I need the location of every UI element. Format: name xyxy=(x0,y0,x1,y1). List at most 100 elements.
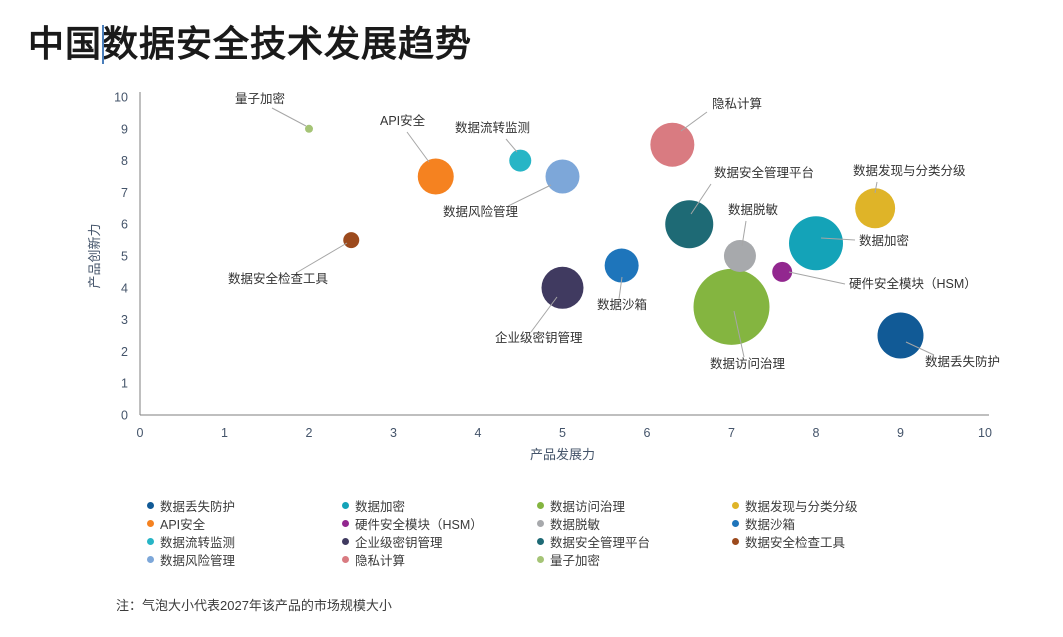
legend-label: 数据风险管理 xyxy=(160,553,236,568)
legend-label: 数据访问治理 xyxy=(550,499,626,514)
bubble-api-security xyxy=(417,158,454,195)
chart-legend: 数据丢失防护 数据加密 数据访问治理 数据发现与分类分级 API安全 硬件安全模块（HSM… xyxy=(147,496,927,568)
legend-label: 数据发现与分类分级 xyxy=(745,499,858,514)
legend-swatch-privacy-computing xyxy=(342,555,349,563)
y-axis-tick-label: 2 xyxy=(121,345,128,359)
bubble-label-data-encryption: 数据加密 xyxy=(859,233,909,248)
bubble-label-data-risk-management: 数据风险管理 xyxy=(443,204,519,219)
legend-swatch-data-security-inspection-tool xyxy=(732,537,739,545)
bubble-data-loss-prevention xyxy=(877,312,924,359)
leader-line-data-masking xyxy=(741,220,747,247)
legend-item-data-security-inspection-tool: 数据安全检查工具 xyxy=(732,532,927,551)
y-axis-title: 产品创新力 xyxy=(87,223,102,288)
x-axis-title: 产品发展力 xyxy=(530,447,595,462)
legend-label: 硬件安全模块（HSM） xyxy=(355,517,483,532)
y-axis-tick-label: 9 xyxy=(121,122,128,136)
chart-footnote: 注：气泡大小代表2027年该产品的市场规模大小 xyxy=(116,598,392,613)
legend-label: 企业级密钥管理 xyxy=(355,535,443,550)
legend-item-data-flow-monitoring: 数据流转监测 xyxy=(147,532,342,551)
legend-label: 数据丢失防护 xyxy=(160,499,236,514)
x-axis-tick-label: 9 xyxy=(897,426,904,440)
leader-line-api-security xyxy=(406,131,430,163)
legend-item-data-discovery-classification: 数据发现与分类分级 xyxy=(732,496,927,515)
legend-swatch-data-sandbox xyxy=(732,519,739,527)
leader-line-data-risk-management xyxy=(507,184,552,207)
legend-swatch-data-loss-prevention xyxy=(147,501,154,509)
legend-item-data-access-governance: 数据访问治理 xyxy=(537,496,732,515)
legend-item-data-security-management-platform: 数据安全管理平台 xyxy=(537,532,732,551)
bubble-data-risk-management xyxy=(545,159,580,194)
bubble-data-encryption xyxy=(789,216,843,271)
legend-item-data-sandbox: 数据沙箱 xyxy=(732,514,927,533)
bubble-data-sandbox xyxy=(604,248,639,283)
bubble-label-data-discovery-classification: 数据发现与分类分级 xyxy=(853,163,966,178)
y-axis-tick-label: 8 xyxy=(121,154,128,168)
y-axis-tick-label: 1 xyxy=(121,377,128,391)
x-axis-tick-label: 3 xyxy=(390,426,397,440)
x-axis-tick-label: 2 xyxy=(306,426,313,440)
y-axis-tick-label: 6 xyxy=(121,218,128,232)
x-axis-tick-label: 10 xyxy=(978,426,992,440)
bubble-label-api-security: API安全 xyxy=(380,113,426,128)
leader-line-quantum-encryption xyxy=(271,107,307,127)
legend-item-data-loss-prevention: 数据丢失防护 xyxy=(147,496,342,515)
legend-label: API安全 xyxy=(160,517,206,532)
legend-item-hsm: 硬件安全模块（HSM） xyxy=(342,514,537,533)
leader-line-enterprise-key-management xyxy=(530,296,558,333)
leader-line-data-discovery-classification xyxy=(874,181,878,194)
bubble-label-data-sandbox: 数据沙箱 xyxy=(597,297,647,312)
legend-swatch-enterprise-key-management xyxy=(342,537,349,545)
x-axis-tick-label: 5 xyxy=(559,426,566,440)
bubble-label-data-flow-monitoring: 数据流转监测 xyxy=(455,120,530,135)
bubble-quantum-encryption xyxy=(305,124,313,133)
legend-item-quantum-encryption: 量子加密 xyxy=(537,550,732,569)
bubble-label-data-security-inspection-tool: 数据安全检查工具 xyxy=(228,271,329,286)
leader-line-data-encryption xyxy=(820,237,856,241)
y-axis-tick-label: 10 xyxy=(114,91,128,105)
legend-item-enterprise-key-management: 企业级密钥管理 xyxy=(342,532,537,551)
y-axis-tick-label: 4 xyxy=(121,281,128,295)
bubble-privacy-computing xyxy=(650,122,695,167)
legend-label: 数据安全管理平台 xyxy=(550,535,651,550)
legend-label: 数据沙箱 xyxy=(745,517,796,532)
text-cursor xyxy=(102,25,104,64)
bubble-data-masking xyxy=(723,240,756,272)
leader-line-data-security-management-platform xyxy=(690,183,712,215)
x-axis-tick-label: 7 xyxy=(728,426,735,440)
bubble-label-enterprise-key-management: 企业级密钥管理 xyxy=(495,330,583,345)
bubble-label-data-security-management-platform: 数据安全管理平台 xyxy=(714,165,814,180)
bubble-data-discovery-classification xyxy=(855,188,896,229)
y-axis-tick-label: 0 xyxy=(121,409,128,423)
bubble-data-flow-monitoring xyxy=(509,149,532,172)
legend-swatch-data-flow-monitoring xyxy=(147,537,154,545)
y-axis-tick-label: 5 xyxy=(121,250,128,264)
legend-swatch-data-security-management-platform xyxy=(537,537,544,545)
leader-line-data-sandbox xyxy=(618,276,623,300)
legend-item-privacy-computing: 隐私计算 xyxy=(342,550,537,569)
page-title[interactable]: 中国数据安全技术发展趋势 xyxy=(28,23,473,64)
bubble-hsm xyxy=(772,261,793,282)
x-axis-tick-label: 4 xyxy=(475,426,482,440)
legend-label: 数据脱敏 xyxy=(550,517,601,532)
legend-label: 量子加密 xyxy=(550,553,601,568)
legend-label: 数据流转监测 xyxy=(160,535,236,550)
legend-label: 数据加密 xyxy=(355,499,406,514)
x-axis-tick-label: 6 xyxy=(644,426,651,440)
legend-swatch-quantum-encryption xyxy=(537,555,544,563)
leader-line-hsm xyxy=(788,271,846,285)
legend-item-api-security: API安全 xyxy=(147,514,342,533)
legend-item-data-encryption: 数据加密 xyxy=(342,496,537,515)
bubble-label-privacy-computing: 隐私计算 xyxy=(712,96,762,111)
leader-line-data-access-governance xyxy=(733,310,745,358)
leader-line-privacy-computing xyxy=(680,111,708,132)
legend-item-data-masking: 数据脱敏 xyxy=(537,514,732,533)
legend-swatch-data-risk-management xyxy=(147,555,154,563)
bubble-enterprise-key-management xyxy=(541,266,584,309)
legend-item-data-risk-management: 数据风险管理 xyxy=(147,550,342,569)
x-axis-tick-label: 0 xyxy=(137,426,144,440)
leader-line-data-flow-monitoring xyxy=(505,138,518,153)
leader-line-data-loss-prevention xyxy=(905,341,935,356)
bubble-label-hsm: 硬件安全模块（HSM） xyxy=(849,276,977,291)
legend-swatch-data-masking xyxy=(537,519,544,527)
bubble-label-data-access-governance: 数据访问治理 xyxy=(710,356,786,371)
